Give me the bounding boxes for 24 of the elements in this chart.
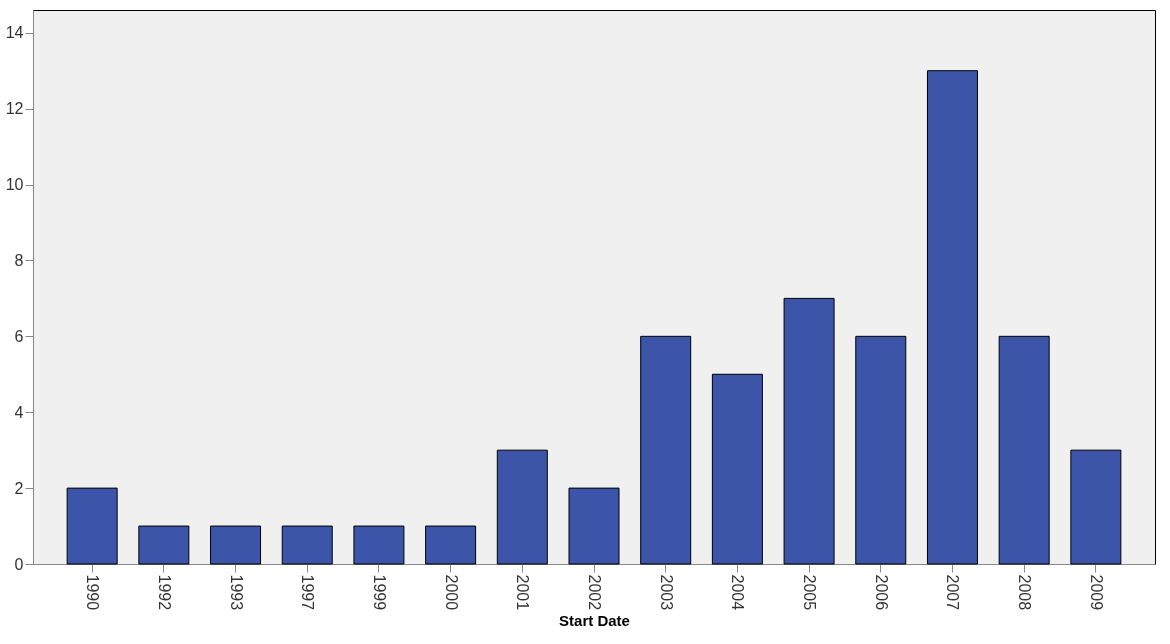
x-tick-label: 2006	[872, 574, 890, 611]
y-tick-label: 14	[5, 24, 24, 42]
x-tick-label: 1992	[155, 574, 173, 611]
x-tick-label: 2000	[442, 574, 460, 611]
y-tick-label: 12	[5, 100, 24, 118]
x-tick-label: 1997	[299, 574, 317, 611]
x-axis-title: Start Date	[559, 612, 630, 630]
x-tick-label: 2002	[586, 574, 603, 611]
x-tick-label: 2008	[1016, 574, 1034, 611]
y-tick-label: 6	[14, 327, 24, 345]
x-tick-label: 1993	[227, 574, 245, 611]
x-tick-label: 2005	[801, 574, 819, 611]
x-tick-label: 2009	[1087, 574, 1105, 611]
y-tick-label: 2	[14, 479, 24, 497]
x-tick-label: 2007	[944, 574, 962, 611]
y-tick-label: 10	[5, 176, 24, 194]
x-tick-label: 2003	[657, 574, 675, 611]
y-tick-label: 0	[14, 555, 24, 573]
x-tick-label: 1990	[84, 574, 102, 611]
y-tick-label: 8	[14, 251, 24, 269]
x-tick-label: 2001	[514, 574, 532, 611]
y-tick-label: 4	[14, 403, 24, 421]
x-tick-label: 1999	[370, 574, 388, 611]
x-tick-label: 2004	[729, 574, 747, 611]
